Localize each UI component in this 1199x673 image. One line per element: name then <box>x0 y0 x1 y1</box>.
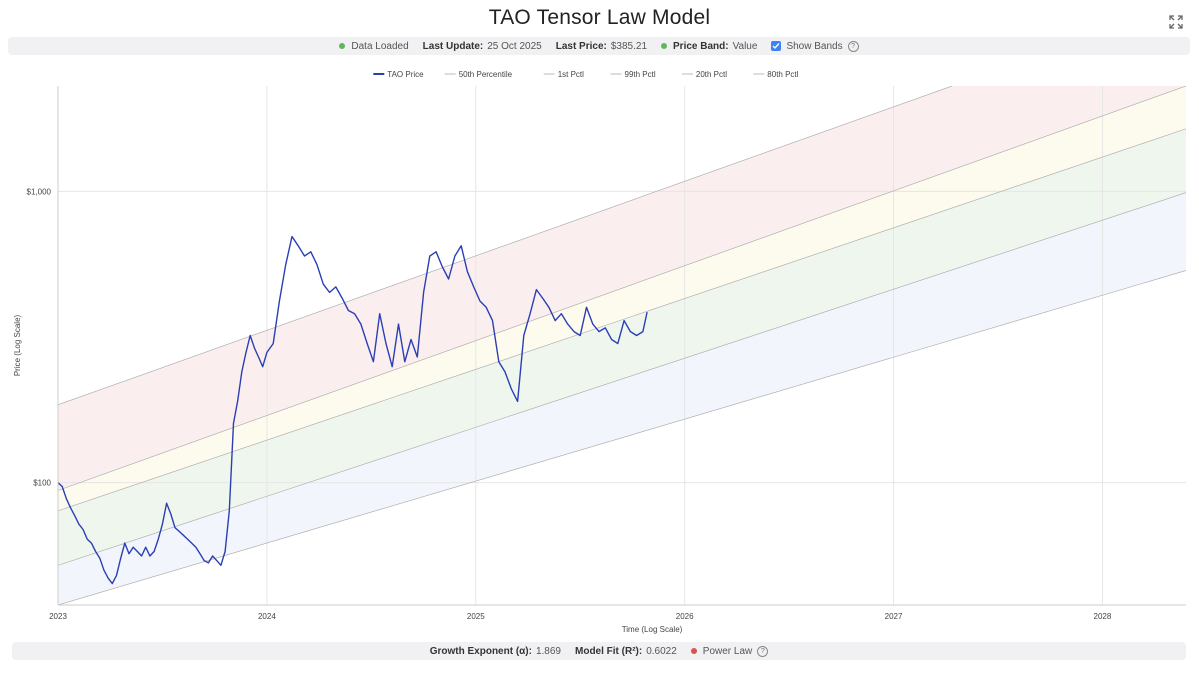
legend-label: 50th Percentile <box>459 70 513 79</box>
last-price-value: $385.21 <box>610 40 648 52</box>
help-icon[interactable]: ? <box>847 40 859 52</box>
growth-exponent: Growth Exponent (α): 1.869 <box>430 646 561 657</box>
percentile-line <box>58 86 953 406</box>
data-loaded-indicator: Data Loaded <box>339 40 409 52</box>
y-tick-label: $1,000 <box>27 187 52 196</box>
last-update: Last Update: 25 Oct 2025 <box>423 41 542 52</box>
help-icon[interactable]: ? <box>757 645 769 657</box>
model-stats-bar: Growth Exponent (α): 1.869 Model Fit (R²… <box>12 642 1186 660</box>
x-axis-title: Time (Log Scale) <box>622 625 683 634</box>
model-fit: Model Fit (R²): 0.6022 <box>575 646 677 657</box>
legend-item[interactable]: 80th Pctl <box>753 70 799 79</box>
last-price: Last Price: $385.21 <box>556 41 647 52</box>
percentile-line <box>58 86 1186 491</box>
legend-item[interactable]: 50th Percentile <box>444 70 513 79</box>
model-label: Power Law <box>702 645 753 657</box>
legend-item[interactable]: TAO Price <box>373 70 424 79</box>
band-fill <box>58 86 1186 511</box>
y-axis-title: Price (Log Scale) <box>13 314 22 376</box>
x-tick-label: 2023 <box>49 612 67 621</box>
status-bar: Data Loaded Last Update: 25 Oct 2025 Las… <box>8 37 1190 55</box>
show-bands-label: Show Bands <box>786 40 843 52</box>
percentile-line <box>58 192 1186 566</box>
loaded-label: Data Loaded <box>351 40 409 52</box>
percentile-lines <box>58 86 1186 605</box>
checkbox-checked-icon[interactable] <box>771 41 782 51</box>
show-bands-toggle[interactable]: Show Bands ? <box>771 40 859 52</box>
chart: 2023 2024 2025 2026 2027 2028 $100 $1,000 Time (… <box>13 70 1186 634</box>
price-series <box>57 235 648 585</box>
y-tick-label: $100 <box>33 479 51 488</box>
x-tick-label: 2026 <box>676 612 694 621</box>
legend-label: 1st Pctl <box>558 70 584 79</box>
growth-value: 1.869 <box>535 645 561 657</box>
legend-label: 80th Pctl <box>767 70 798 79</box>
last-price-label: Last Price: <box>555 40 607 52</box>
legend-label: 20th Pctl <box>696 70 727 79</box>
percentile-line <box>58 128 1186 512</box>
tao-price-line <box>57 235 648 585</box>
fit-value: 0.6022 <box>646 645 677 657</box>
fit-label: Model Fit (R²): <box>575 645 643 657</box>
chart-title: TAO Tensor Law Model <box>488 6 711 29</box>
price-band-value: Value <box>732 40 758 52</box>
band-dot-icon <box>661 43 668 49</box>
band-fill <box>58 128 1186 566</box>
legend-item[interactable]: 99th Pctl <box>610 70 656 79</box>
legend-item[interactable]: 1st Pctl <box>543 70 584 79</box>
model-dot-icon <box>690 648 697 654</box>
axes: 2023 2024 2025 2026 2027 2028 $100 $1,000 Time (… <box>13 86 1186 634</box>
x-tick-label: 2027 <box>885 612 903 621</box>
x-tick-label: 2028 <box>1094 612 1112 621</box>
expand-icon[interactable] <box>1168 14 1184 30</box>
model-type: Power Law ? <box>690 645 769 657</box>
legend-label: TAO Price <box>387 70 424 79</box>
band-fill <box>58 192 1186 605</box>
price-band: Price Band: Value <box>661 41 757 52</box>
percentile-line <box>58 270 1186 605</box>
last-update-label: Last Update: <box>422 40 484 52</box>
x-tick-label: 2025 <box>467 612 485 621</box>
legend-label: 99th Pctl <box>625 70 656 79</box>
legend[interactable]: TAO Price 50th Percentile 1st Pctl 99th Pct… <box>373 70 799 79</box>
loaded-dot-icon <box>339 43 346 49</box>
legend-item[interactable]: 20th Pctl <box>681 70 727 79</box>
price-band-label: Price Band: <box>673 40 729 52</box>
x-tick-label: 2024 <box>258 612 276 621</box>
growth-label: Growth Exponent (α): <box>429 645 532 657</box>
last-update-value: 25 Oct 2025 <box>487 40 542 52</box>
